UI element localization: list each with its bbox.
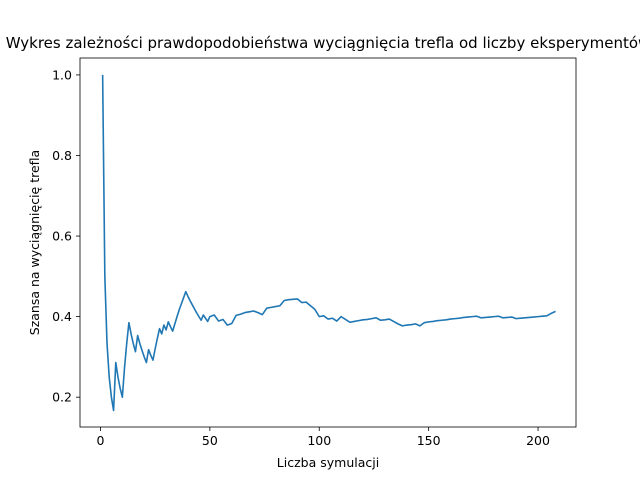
y-tick-label: 0.2 [52, 390, 72, 405]
plot-area [101, 74, 556, 412]
x-axis-label: Liczba symulacji [277, 455, 379, 470]
axes-frame [79, 57, 577, 428]
x-tick-label: 200 [526, 433, 550, 448]
chart-title: Wykres zależności prawdopodobieństwa wyc… [6, 34, 640, 52]
x-axis: 0 50 100 150 200 [96, 427, 550, 448]
y-tick-label: 0.8 [52, 148, 72, 163]
x-tick-label: 50 [202, 433, 218, 448]
x-tick-label: 0 [96, 433, 104, 448]
y-tick-label: 1.0 [52, 67, 72, 82]
x-tick-label: 150 [417, 433, 441, 448]
x-tick-label: 100 [307, 433, 331, 448]
y-tick-label: 0.6 [52, 229, 72, 244]
y-tick-label: 0.4 [52, 309, 72, 324]
y-axis-label: Szansa na wyciągnięcię trefla [27, 150, 42, 335]
series-line-0 [101, 74, 556, 412]
y-axis: 0.2 0.4 0.6 0.8 1.0 [52, 67, 80, 405]
